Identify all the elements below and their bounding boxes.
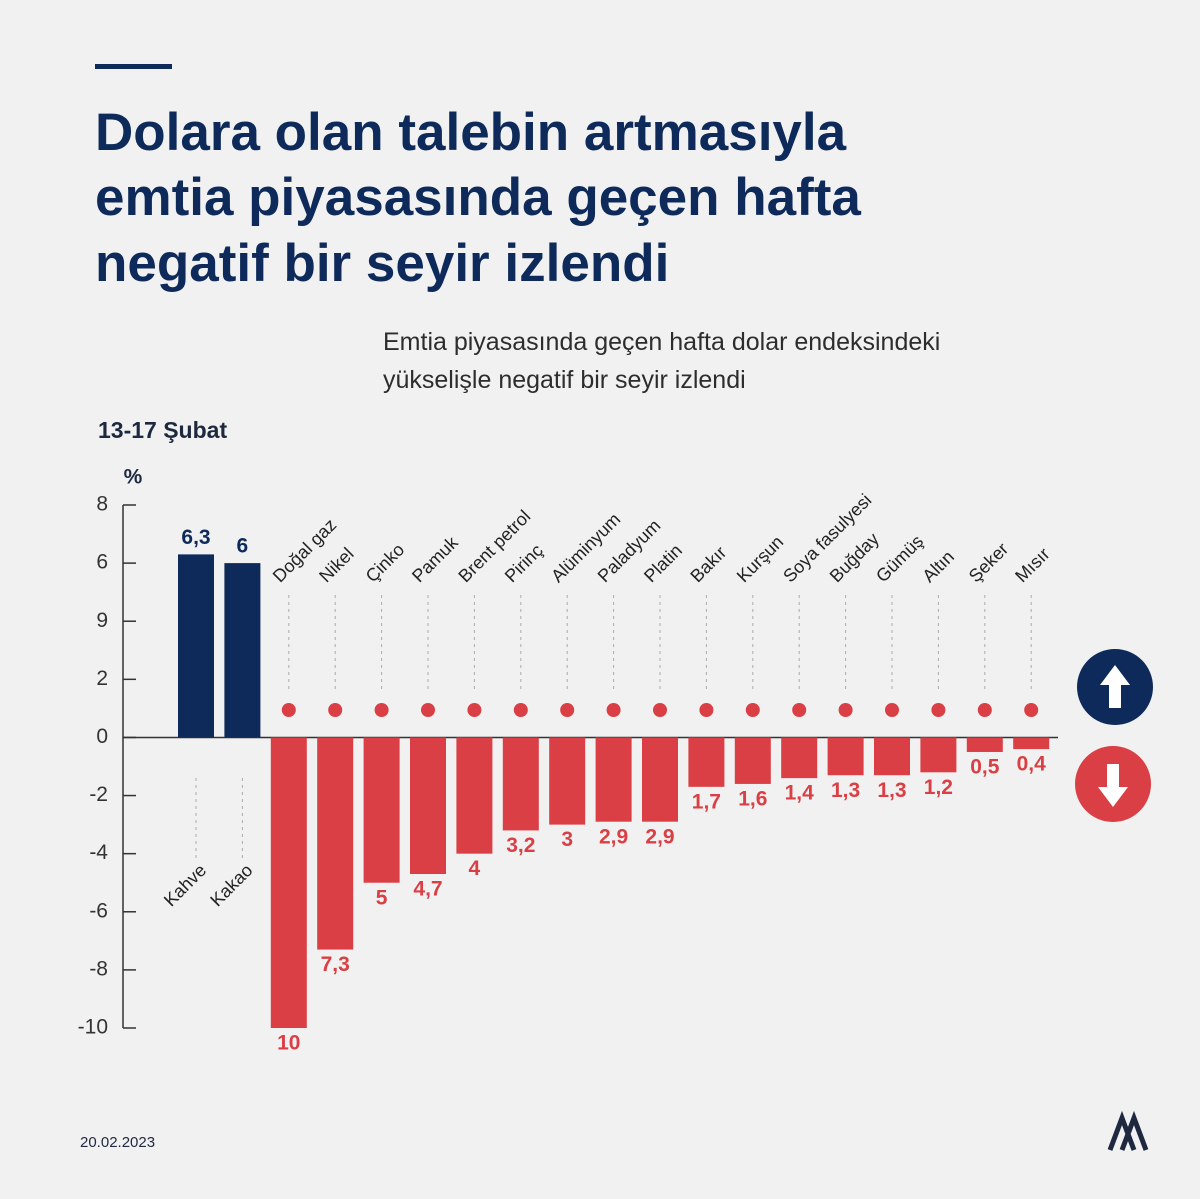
bar xyxy=(642,737,678,822)
x-tick-label: Bakır xyxy=(686,542,730,586)
x-tick-label: Nikel xyxy=(315,544,357,586)
y-tick-label: 2 xyxy=(96,667,108,690)
bar xyxy=(270,737,307,1028)
value-label: 2,9 xyxy=(599,825,628,848)
value-label: 1,3 xyxy=(877,779,906,802)
y-unit: % xyxy=(124,466,143,489)
bar xyxy=(549,737,586,825)
value-label: 10 xyxy=(277,1032,300,1055)
bar xyxy=(178,554,214,738)
icon xyxy=(792,703,807,717)
subtitle: Emtia piyasasında geçen hafta dolar ende… xyxy=(383,328,940,356)
value-label: 0,5 xyxy=(970,756,1000,779)
value-label: 2,9 xyxy=(645,825,674,848)
bar xyxy=(410,737,446,875)
value-label: 1,4 xyxy=(785,782,815,805)
bar xyxy=(966,737,1003,752)
x-tick-label: Gümüş xyxy=(872,531,927,586)
date: 20.02.2023 xyxy=(80,1134,155,1151)
value-label: 1,3 xyxy=(831,779,860,802)
y-tick-label: -10 xyxy=(78,1016,108,1039)
value-label: 5 xyxy=(376,886,388,909)
bar xyxy=(363,737,400,883)
bar xyxy=(920,737,957,773)
x-tick-label: Altın xyxy=(918,547,958,587)
value-label: 1,7 xyxy=(692,790,721,813)
icon xyxy=(421,703,435,717)
bar xyxy=(317,737,354,950)
up-arrow xyxy=(1100,665,1130,708)
value-label: 7,3 xyxy=(321,953,350,976)
period: 13-17 Şubat xyxy=(98,417,227,443)
icon xyxy=(467,703,482,717)
value-label: 3,2 xyxy=(506,834,535,857)
bar xyxy=(456,737,493,854)
value-label: 6 xyxy=(237,535,249,558)
logo xyxy=(1107,1110,1149,1151)
x-tick-label: Kakao xyxy=(206,860,256,910)
value-label: 4,7 xyxy=(413,878,442,901)
icon xyxy=(1024,703,1039,717)
bar xyxy=(595,737,632,822)
bar xyxy=(734,737,771,784)
icon xyxy=(977,703,992,717)
x-tick-label: Şeker xyxy=(965,539,1012,586)
x-tick-label: Kurşun xyxy=(733,532,787,586)
bar xyxy=(827,737,864,776)
bar xyxy=(688,737,725,787)
y-tick-label: -4 xyxy=(89,841,108,864)
down-arrow xyxy=(1098,764,1128,807)
bar xyxy=(781,737,818,779)
x-tick-label: Kahve xyxy=(160,860,210,910)
bar xyxy=(502,737,539,831)
x-tick-label: Pamuk xyxy=(408,532,462,586)
value-label: 6,3 xyxy=(181,526,210,549)
icon xyxy=(745,703,760,717)
value-label: 1,6 xyxy=(738,787,767,810)
bar xyxy=(874,737,910,776)
x-tick-label: Çinko xyxy=(362,539,409,586)
y-tick-label: 6 xyxy=(96,551,108,574)
icon xyxy=(374,703,389,717)
chart-title: negatif bir seyir izlendi xyxy=(95,234,669,293)
icon xyxy=(931,703,946,717)
icon xyxy=(281,703,296,717)
y-tick-label: 0 xyxy=(96,725,108,748)
x-tick-label: Platin xyxy=(640,540,686,586)
value-label: 3 xyxy=(561,828,573,851)
value-label: 4 xyxy=(469,857,481,880)
icon xyxy=(885,703,899,717)
subtitle: yükselişle negatif bir seyir izlendi xyxy=(383,366,746,394)
bar xyxy=(224,563,261,738)
chart-title: emtia piyasasında geçen hafta xyxy=(95,168,861,227)
chart-title: Dolara olan talebin artmasıyla xyxy=(95,103,847,162)
bar xyxy=(1013,737,1050,750)
y-tick-label: -2 xyxy=(89,783,108,806)
icon xyxy=(328,703,343,717)
icon xyxy=(838,703,853,717)
y-tick-label: 8 xyxy=(96,493,108,516)
icon xyxy=(606,703,621,717)
icon xyxy=(653,703,667,717)
y-tick-label: 9 xyxy=(96,609,108,632)
y-tick-label: -8 xyxy=(89,957,108,980)
icon xyxy=(513,703,528,717)
x-tick-label: Pirinç xyxy=(501,540,547,586)
title-rule xyxy=(95,64,172,69)
y-tick-label: -6 xyxy=(89,899,108,922)
value-label: 0,4 xyxy=(1017,753,1047,776)
icon xyxy=(699,703,714,717)
value-label: 1,2 xyxy=(924,776,953,799)
icon xyxy=(560,703,575,717)
x-tick-label: Mısır xyxy=(1011,544,1053,586)
